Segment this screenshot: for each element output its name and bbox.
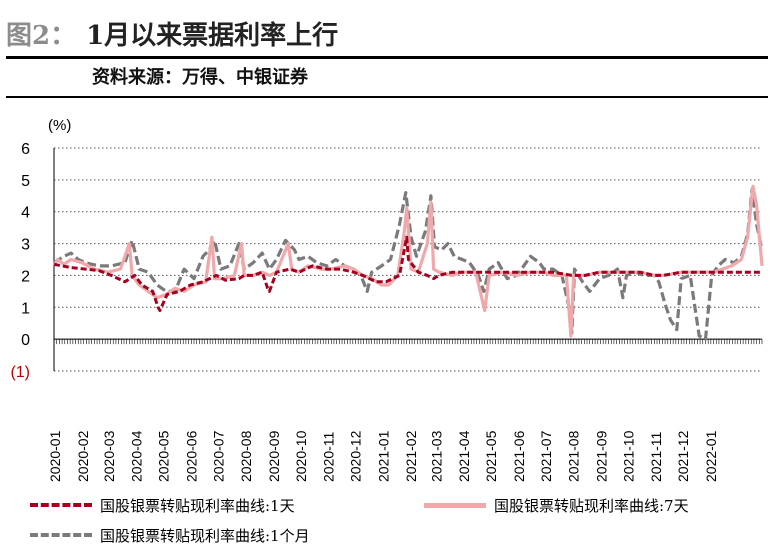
y-axis-unit-label: (%): [48, 117, 71, 134]
x-tick-label: 2021-12: [675, 430, 691, 482]
x-tick-label: 2020-02: [75, 430, 91, 482]
series-line: [53, 187, 764, 341]
y-tick-label: 5: [21, 173, 30, 190]
title-divider: [6, 56, 768, 59]
x-tick-label: 2020-07: [210, 430, 226, 482]
legend-item: 国股银票转贴现利率曲线:1天: [30, 494, 295, 516]
source-note: 资料来源：万得、中银证券: [92, 67, 308, 88]
x-tick-label: 2021-11: [648, 431, 664, 482]
y-tick-label: 6: [21, 141, 30, 158]
series-lines: [52, 184, 764, 341]
legend-swatch: [30, 503, 92, 507]
legend-item: 国股银票转贴现利率曲线:1个月: [30, 524, 310, 546]
x-tick-label: 2021-03: [428, 430, 444, 482]
legend-label: 国股银票转贴现利率曲线:7天: [494, 496, 689, 515]
figure-title-text: 1月以来票据利率上行: [86, 21, 339, 51]
y-tick-label: 0: [21, 332, 30, 349]
x-tick-label: 2021-09: [593, 430, 609, 482]
y-tick-label: 1: [21, 300, 30, 317]
x-tick-label: 2020-05: [156, 430, 172, 482]
figure-label: 图2：: [6, 21, 77, 51]
x-tick-label: 2020-09: [266, 430, 282, 482]
x-tick-label: 2022-01: [703, 430, 719, 482]
x-tick-label: 2021-02: [403, 430, 419, 482]
x-tick-label: 2020-10: [293, 430, 309, 482]
x-tick-label: 2021-04: [456, 430, 472, 482]
axes: [53, 148, 763, 371]
x-tick-label: 2021-01: [375, 430, 391, 482]
y-tick-label: 4: [21, 205, 30, 222]
legend-label: 国股银票转贴现利率曲线:1天: [100, 496, 295, 515]
line-chart: 6 5 4 3 2 1 0 (1) (%) 2020-01 2020-02 2020-03 2020-0…: [10, 117, 764, 482]
x-tick-label: 2021-08: [566, 430, 582, 482]
series-line: [53, 235, 762, 312]
x-tick-label: 2020-08: [238, 430, 254, 482]
x-tick-label: 2020-12: [348, 430, 364, 482]
x-tick-label: 2020-11: [321, 431, 337, 482]
x-tick-label: 2021-06: [511, 430, 527, 482]
figure-title: 图2： 1月以来票据利率上行: [6, 18, 338, 54]
x-tick-label: 2021-10: [620, 430, 636, 482]
legend-swatch: [30, 533, 92, 537]
legend-label: 国股银票转贴现利率曲线:1个月: [100, 526, 310, 545]
y-tick-label: 3: [21, 237, 30, 254]
source-divider: [6, 96, 768, 98]
x-tick-label: 2021-07: [538, 430, 554, 482]
x-tick-label: 2020-06: [183, 430, 199, 482]
axis-labels: 6 5 4 3 2 1 0 (1) (%) 2020-01 2020-02 2020-03 2020-0…: [10, 117, 719, 482]
legend-swatch: [424, 502, 486, 508]
y-tick-label: 2: [21, 268, 30, 285]
x-tick-label: 2020-01: [47, 430, 63, 482]
x-tick-label: 2021-05: [483, 430, 499, 482]
y-tick-label: (1): [10, 364, 30, 381]
x-tick-label: 2020-03: [101, 430, 117, 482]
legend-item: 国股银票转贴现利率曲线:7天: [424, 494, 689, 516]
x-tick-label: 2020-04: [129, 430, 145, 482]
